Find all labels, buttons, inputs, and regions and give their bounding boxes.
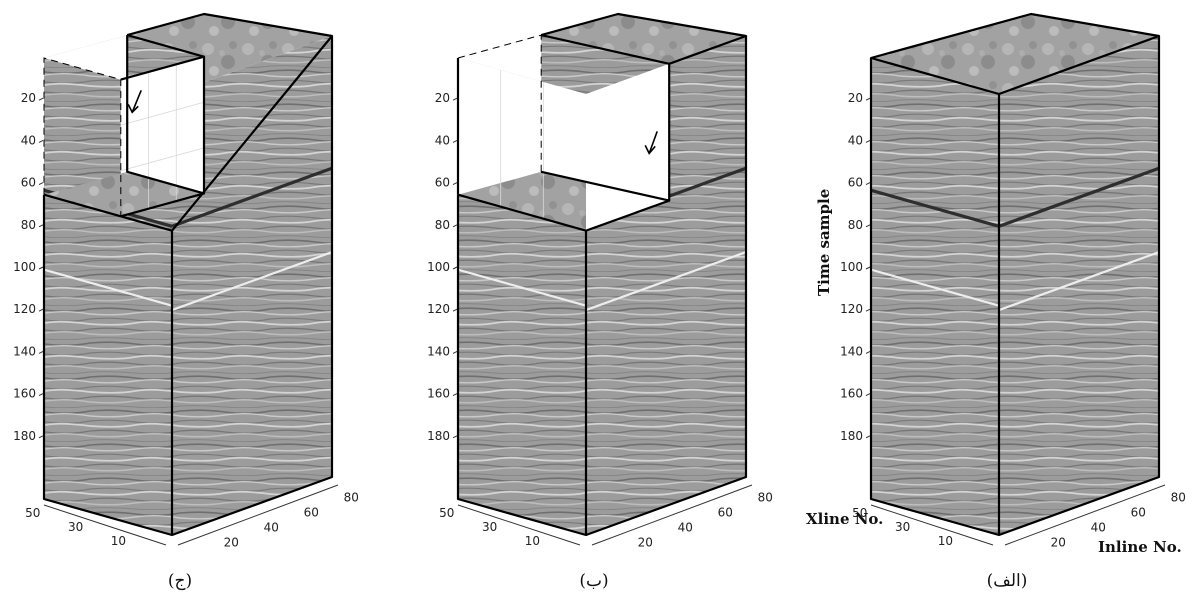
time-tick-label: 140 — [840, 344, 863, 358]
reflector-right-dark — [998, 166, 1160, 228]
xline-axis — [43, 504, 167, 546]
inline-axis — [1004, 484, 1166, 546]
xline-tick-label: 10 — [525, 534, 540, 548]
time-tick-label: 60 — [21, 176, 36, 190]
time-tick-label: 20 — [435, 91, 450, 105]
cut-edges — [540, 34, 671, 202]
inline-axis-title: Inline No. — [1098, 538, 1182, 556]
inline-tick-label: 60 — [718, 505, 733, 519]
inline-axis — [591, 484, 753, 546]
reflector-right-light — [585, 251, 747, 312]
time-tick-label: 40 — [21, 133, 36, 147]
time-tick-label: 120 — [840, 302, 863, 316]
time-tick-label: 140 — [13, 344, 36, 358]
inline-tick-label: 40 — [678, 520, 693, 534]
inline-tick-label: 40 — [264, 520, 279, 534]
left-face — [871, 58, 999, 535]
time-tick-label: 80 — [21, 218, 36, 232]
inline-axis — [177, 484, 339, 546]
inline-tick-label: 80 — [758, 490, 773, 504]
inline-tick-label: 80 — [344, 490, 359, 504]
xline-axis — [457, 504, 581, 546]
time-tick-label: 180 — [13, 429, 36, 443]
panel-a: 20 40 60 80 100 120 140 160 180 50 30 10 80 60 40 20 (ال… — [840, 12, 1186, 591]
time-tick-label: 100 — [840, 260, 863, 274]
time-tick-label: 100 — [13, 260, 36, 274]
inline-tick-label: 60 — [304, 505, 319, 519]
xline-axis — [870, 504, 994, 546]
xline-axis-title: Xline No. — [806, 510, 883, 528]
time-tick-label: 160 — [427, 387, 450, 401]
top-face — [871, 14, 1159, 94]
inline-tick-label: 40 — [1091, 520, 1106, 534]
time-tick-label: 80 — [435, 218, 450, 232]
time-tick-label: 60 — [848, 176, 863, 190]
time-tick-label: 100 — [427, 260, 450, 274]
reflector-right-light — [171, 251, 333, 312]
time-tick-label: 20 — [848, 91, 863, 105]
xline-tick-label: 10 — [111, 534, 126, 548]
time-tick-label: 60 — [435, 176, 450, 190]
cube-outline — [869, 12, 1161, 537]
panel-c: 20 40 60 80 100 120 140 160 180 50 30 10 80 60 40 20 (ج) — [13, 12, 359, 591]
time-sample-axis-title: Time sample — [815, 189, 833, 296]
xline-tick-label: 30 — [68, 520, 83, 534]
inline-tick-label: 80 — [1171, 490, 1186, 504]
reflector-left-light — [870, 268, 1000, 307]
time-tick-label: 180 — [427, 429, 450, 443]
xline-tick-label: 50 — [439, 506, 454, 520]
inline-tick-label: 20 — [224, 535, 239, 549]
reflector-right-dark — [171, 166, 333, 228]
time-tick-label: 160 — [840, 387, 863, 401]
panel-caption: (الف) — [987, 571, 1028, 591]
panel-caption: (ج) — [168, 571, 192, 591]
time-tick-label: 80 — [848, 218, 863, 232]
right-face — [172, 36, 332, 535]
reflector-left-light — [457, 268, 587, 307]
time-tick-label: 120 — [13, 302, 36, 316]
time-tick-label: 120 — [427, 302, 450, 316]
xline-tick-label: 30 — [895, 520, 910, 534]
xline-tick-label: 50 — [852, 506, 867, 520]
time-tick-label: 20 — [21, 91, 36, 105]
time-tick-label: 160 — [13, 387, 36, 401]
right-face — [999, 36, 1159, 535]
time-tick-label: 40 — [435, 133, 450, 147]
time-tick-label: 40 — [848, 133, 863, 147]
inline-tick-label: 20 — [1051, 535, 1066, 549]
panel-caption: (ب) — [579, 571, 608, 591]
cut-opening-right — [586, 63, 670, 231]
cube-outline — [42, 12, 334, 537]
reflector-left-dark — [870, 188, 1000, 228]
time-tick-label: 180 — [840, 429, 863, 443]
inline-tick-label: 20 — [638, 535, 653, 549]
xline-tick-label: 50 — [25, 506, 40, 520]
xline-tick-label: 10 — [938, 534, 953, 548]
inline-tick-label: 60 — [1131, 505, 1146, 519]
time-tick-label: 140 — [427, 344, 450, 358]
reflector-left-light — [43, 268, 173, 307]
reflector-right-light — [998, 251, 1160, 312]
arrow-marker — [648, 131, 658, 154]
panel-b: 20 40 60 80 100 120 140 160 180 50 30 10 80 60 40 20 (ب) — [427, 12, 773, 591]
arrow-marker — [131, 90, 142, 113]
xline-tick-label: 30 — [482, 520, 497, 534]
